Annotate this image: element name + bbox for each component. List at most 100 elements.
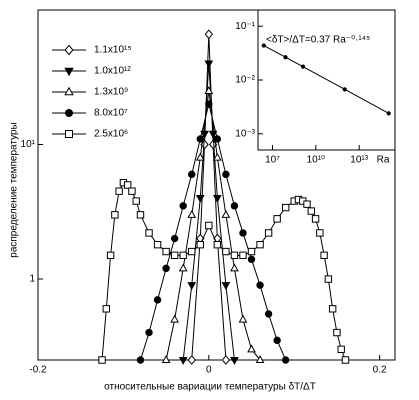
marker	[205, 221, 213, 230]
marker	[264, 310, 273, 318]
marker	[307, 207, 316, 215]
marker	[316, 229, 324, 237]
marker	[102, 305, 111, 313]
marker	[178, 263, 188, 272]
marker	[170, 234, 179, 243]
y-tick-label: 10⁻²	[235, 75, 255, 86]
marker	[196, 240, 204, 249]
marker	[153, 240, 162, 249]
marker	[337, 345, 345, 354]
marker	[170, 314, 180, 323]
marker	[386, 111, 391, 116]
marker	[212, 152, 222, 161]
marker	[230, 356, 239, 365]
y-tick-label: 10⁻¹	[235, 21, 255, 32]
y-tick-label: 10¹	[21, 139, 36, 150]
marker	[273, 215, 281, 223]
y-axis-label: распределение температуры	[9, 122, 20, 257]
marker	[273, 336, 281, 345]
marker	[188, 170, 196, 179]
marker	[222, 247, 230, 256]
marker	[281, 356, 290, 364]
legend-label: 2.5x10⁶	[94, 129, 128, 140]
marker	[247, 255, 256, 264]
marker	[153, 296, 162, 304]
marker	[187, 209, 197, 218]
x-tick-label: 10⁷	[265, 155, 280, 166]
marker	[136, 211, 145, 219]
marker	[341, 356, 350, 364]
inset-x-label: Ra	[377, 155, 390, 166]
y-tick-label: 1	[29, 274, 35, 285]
marker	[311, 215, 320, 223]
marker	[196, 135, 204, 143]
marker	[136, 356, 145, 364]
marker	[247, 247, 256, 256]
marker	[98, 356, 106, 364]
marker	[106, 251, 115, 260]
y-tick-label: 10⁻³	[235, 128, 255, 139]
x-axis-label: относительные вариации температуры δT/ΔT	[104, 382, 316, 393]
marker	[204, 60, 214, 69]
annotation: <δT>/ΔT=0.37 Ra⁻⁰·¹⁴⁵	[266, 35, 370, 46]
marker	[128, 187, 136, 195]
x-tick-label: 10¹³	[350, 155, 368, 166]
x-tick-label: 0.2	[373, 365, 387, 376]
marker	[64, 86, 74, 96]
marker	[324, 275, 333, 283]
marker	[264, 229, 273, 237]
marker	[238, 314, 248, 323]
marker	[255, 355, 265, 364]
marker	[162, 247, 170, 256]
series-line	[165, 90, 261, 361]
marker	[300, 64, 306, 69]
marker	[247, 344, 256, 353]
marker	[256, 240, 264, 249]
marker	[221, 209, 231, 218]
marker	[283, 55, 288, 60]
marker	[230, 263, 239, 272]
marker	[261, 43, 266, 48]
marker	[230, 202, 239, 210]
marker	[162, 264, 170, 273]
marker	[195, 194, 205, 203]
marker	[303, 200, 311, 208]
marker	[161, 355, 171, 364]
marker	[222, 170, 230, 179]
legend-label: 1.0x10¹²	[94, 66, 131, 77]
marker	[281, 203, 290, 212]
marker	[333, 328, 341, 337]
marker	[328, 305, 337, 313]
legend-label: 1.3x10⁹	[94, 87, 128, 98]
marker	[239, 229, 247, 237]
marker	[221, 355, 231, 365]
marker	[111, 211, 119, 219]
marker	[179, 202, 187, 210]
marker	[204, 86, 214, 95]
x-tick-label: -0.2	[29, 365, 47, 376]
marker	[145, 328, 153, 337]
marker	[170, 251, 179, 260]
marker	[65, 130, 73, 138]
marker	[64, 67, 74, 77]
series-line	[140, 103, 287, 361]
marker	[64, 44, 74, 56]
marker	[256, 281, 264, 289]
marker	[123, 181, 132, 189]
marker	[221, 282, 231, 291]
legend-label: 1.1x10¹⁵	[94, 45, 132, 56]
marker	[179, 251, 187, 260]
legend-label: 8.0x10⁷	[94, 108, 128, 119]
marker	[178, 356, 188, 365]
marker	[213, 135, 222, 143]
marker	[213, 240, 222, 249]
marker	[342, 87, 347, 92]
marker	[132, 197, 140, 205]
marker	[230, 251, 239, 260]
x-tick-label: 10¹⁰	[307, 155, 325, 166]
x-tick-label: 0	[206, 365, 212, 376]
marker	[212, 194, 222, 203]
marker	[65, 109, 73, 117]
marker	[204, 29, 213, 40]
